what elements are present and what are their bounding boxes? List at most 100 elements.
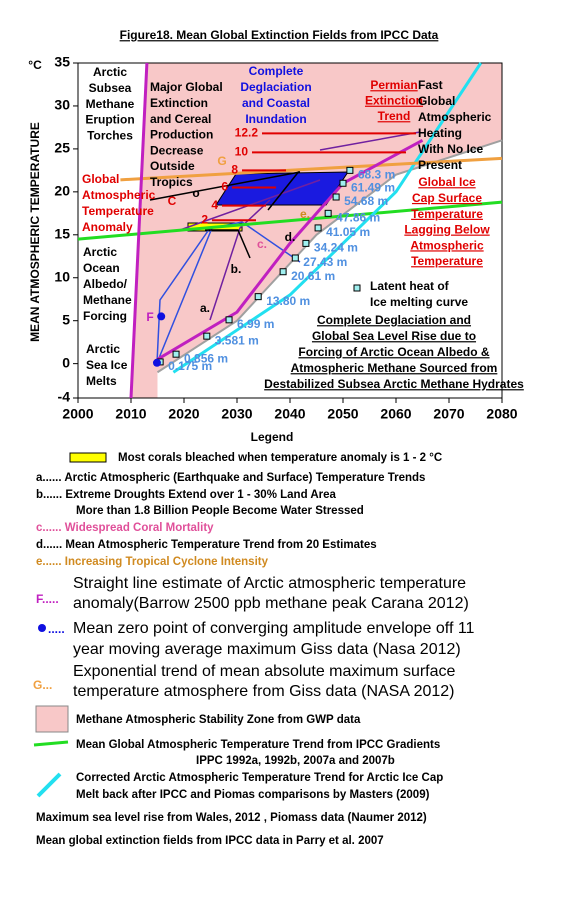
- annotation: Present: [418, 158, 462, 172]
- legend-text: a...... Arctic Atmospheric (Earthquake a…: [36, 472, 425, 484]
- annotation: and Cereal: [150, 112, 211, 126]
- blue-point: [157, 312, 166, 321]
- annotation: Global: [82, 172, 119, 186]
- legend-text: Corrected Arctic Atmospheric Temperature…: [76, 772, 443, 784]
- legend-swatch: [33, 740, 69, 747]
- annotation: C: [168, 194, 177, 208]
- annotation: With No Ice: [418, 142, 484, 156]
- annotation: Albedo/: [83, 277, 128, 291]
- annotation: Deglaciation: [240, 80, 311, 94]
- sea-level-point: [302, 239, 310, 247]
- annotation: Melts: [86, 374, 117, 388]
- sea-level-point: [279, 268, 287, 276]
- legend-marker: G...: [33, 678, 52, 692]
- sea-level-label: 20.61 m: [291, 269, 335, 283]
- annotation: Ice melting curve: [370, 295, 468, 309]
- annotation: Major Global: [150, 80, 223, 94]
- x-axis-label: Legend: [251, 430, 294, 444]
- annotation: Inundation: [245, 112, 306, 126]
- annotation: Torches: [87, 128, 133, 142]
- y-tick-label: 5: [62, 311, 70, 327]
- sea-level-label: 6.99 m: [237, 317, 274, 331]
- y-axis-label: MEAN ATMOSPHERIC TEMPERATURE: [28, 122, 42, 342]
- legend-text: IPPC 1992a, 1992b, 2007a and 2007b: [196, 755, 395, 767]
- annotation: Atmospheric: [410, 238, 484, 252]
- x-tick-label: 2040: [274, 406, 305, 422]
- annotation: Permian: [370, 78, 417, 92]
- y-tick-label: -4: [58, 389, 71, 405]
- sea-level-point: [324, 209, 332, 217]
- legend-text: anomaly(Barrow 2500 ppb methane peak Car…: [73, 595, 469, 612]
- sea-level-label: 0.175 m: [168, 359, 212, 373]
- sea-level-point: [314, 224, 322, 232]
- annotation: Lagging Below: [404, 223, 490, 237]
- sea-level-point: [203, 332, 211, 340]
- decoration-line: [156, 227, 211, 364]
- annotation: Sea Ice: [86, 358, 128, 372]
- blue-point: [152, 358, 161, 367]
- annotation: Eruption: [85, 113, 134, 127]
- annotation: Trend: [378, 109, 411, 123]
- legend-text: Mean global extinction fields from IPCC …: [36, 835, 384, 847]
- sea-level-point: [291, 254, 299, 262]
- legend-text: year moving average maximum Giss data (N…: [73, 641, 461, 658]
- annotation: e.: [300, 207, 310, 221]
- annotation: Extinction: [365, 94, 423, 108]
- annotation: Temperature: [411, 254, 483, 268]
- y-tick-label: 30: [54, 97, 70, 113]
- level-label: 10: [235, 145, 249, 159]
- y-tick-label: 35: [54, 54, 70, 70]
- annotation: Global Sea Level Rise due to: [312, 329, 476, 343]
- annotation: and Coastal: [242, 96, 310, 110]
- decoration-line: [319, 131, 421, 151]
- annotation: d.: [285, 230, 296, 244]
- annotation: Arctic: [86, 342, 120, 356]
- annotation: F: [146, 310, 153, 324]
- annotation: Atmospheric: [418, 110, 492, 124]
- annotation: c.: [257, 237, 267, 251]
- sea-level-point: [254, 293, 262, 301]
- legend-marker: F.....: [36, 592, 59, 606]
- legend: Most corals bleached when temperature an…: [33, 452, 475, 847]
- legend-swatch: [35, 705, 69, 733]
- legend-text: b...... Extreme Droughts Extend over 1 -…: [36, 489, 337, 501]
- y-tick-label: 10: [54, 268, 70, 284]
- trend-line: [172, 62, 483, 374]
- annotation: a.: [200, 301, 210, 315]
- annotation: Methane: [86, 97, 135, 111]
- annotation: Destabilized Subsea Arctic Methane Hydra…: [264, 377, 524, 391]
- level-label: 8: [231, 163, 238, 177]
- latent-heat-marker: [353, 284, 361, 292]
- annotation: Atmospheric: [82, 188, 156, 202]
- sea-level-point: [339, 179, 347, 187]
- trend-line: [129, 62, 149, 399]
- annotation: Arctic: [93, 65, 127, 79]
- x-tick-label: 2060: [380, 406, 411, 422]
- sea-level-label: 41.05 m: [326, 225, 370, 239]
- sea-level-point: [172, 350, 180, 358]
- annotation: Atmospheric Methane Sourced from: [291, 361, 498, 375]
- legend-swatch: [36, 772, 62, 798]
- annotation: o: [192, 186, 199, 200]
- x-tick-label: 2000: [62, 406, 93, 422]
- annotation: Heating: [418, 126, 462, 140]
- y-tick-label: 25: [54, 140, 70, 156]
- annotation: Production: [150, 128, 213, 142]
- annotation: Forcing: [83, 309, 127, 323]
- decoration-line: [209, 199, 271, 321]
- legend-text: d...... Mean Atmospheric Temperature Tre…: [36, 539, 377, 551]
- trend-line: [120, 156, 503, 182]
- x-tick-label: 2030: [221, 406, 252, 422]
- chart-title: Figure18. Mean Global Extinction Fields …: [120, 28, 439, 42]
- legend-text: Melt back after IPCC and Piomas comparis…: [76, 789, 430, 801]
- legend-text: More than 1.8 Billion People Become Wate…: [76, 505, 364, 517]
- annotation: Latent heat of: [370, 279, 450, 293]
- sea-level-label: 3.581 m: [215, 333, 259, 347]
- annotation: Global: [418, 94, 455, 108]
- annotation: Extinction: [150, 96, 208, 110]
- legend-text: Mean zero point of converging amplitude …: [73, 620, 475, 637]
- sea-level-label: 47.86 m: [336, 210, 380, 224]
- annotation: Cap Surface: [412, 191, 482, 205]
- annotation: Ocean: [83, 261, 120, 275]
- sea-level-point: [332, 193, 340, 201]
